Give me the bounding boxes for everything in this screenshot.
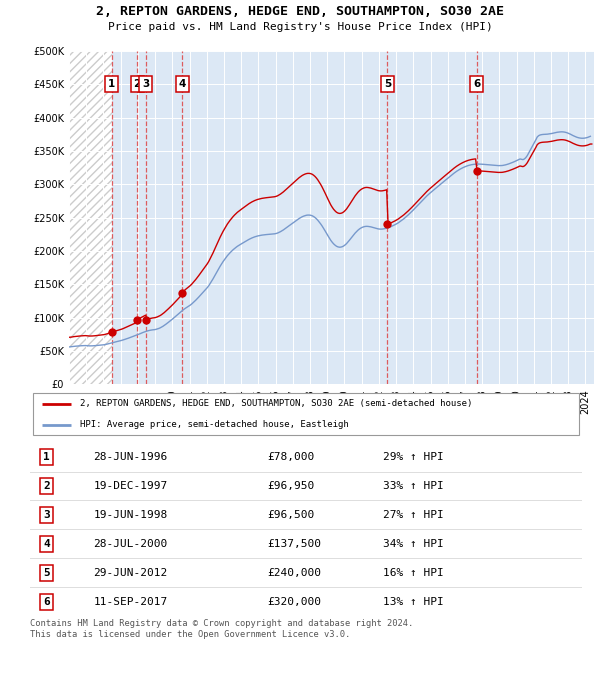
Text: 1: 1 (43, 452, 50, 462)
Text: 29-JUN-2012: 29-JUN-2012 (94, 568, 168, 578)
Text: 27% ↑ HPI: 27% ↑ HPI (383, 510, 444, 520)
Text: 1: 1 (108, 80, 115, 89)
Text: 2: 2 (134, 80, 141, 89)
Text: 6: 6 (43, 596, 50, 607)
Text: 29% ↑ HPI: 29% ↑ HPI (383, 452, 444, 462)
Text: Contains HM Land Registry data © Crown copyright and database right 2024.
This d: Contains HM Land Registry data © Crown c… (30, 619, 413, 639)
Text: 6: 6 (473, 80, 481, 89)
Text: 19-DEC-1997: 19-DEC-1997 (94, 481, 168, 491)
Text: Price paid vs. HM Land Registry's House Price Index (HPI): Price paid vs. HM Land Registry's House … (107, 22, 493, 33)
Text: £240,000: £240,000 (268, 568, 322, 578)
Text: 28-JUN-1996: 28-JUN-1996 (94, 452, 168, 462)
Text: 11-SEP-2017: 11-SEP-2017 (94, 596, 168, 607)
Text: 2, REPTON GARDENS, HEDGE END, SOUTHAMPTON, SO30 2AE: 2, REPTON GARDENS, HEDGE END, SOUTHAMPTO… (96, 5, 504, 18)
Text: £137,500: £137,500 (268, 539, 322, 549)
Text: £96,500: £96,500 (268, 510, 314, 520)
Text: 13% ↑ HPI: 13% ↑ HPI (383, 596, 444, 607)
Text: 33% ↑ HPI: 33% ↑ HPI (383, 481, 444, 491)
Text: 5: 5 (384, 80, 391, 89)
Text: £78,000: £78,000 (268, 452, 314, 462)
Text: 3: 3 (43, 510, 50, 520)
Text: 34% ↑ HPI: 34% ↑ HPI (383, 539, 444, 549)
Text: 4: 4 (43, 539, 50, 549)
Text: £96,950: £96,950 (268, 481, 314, 491)
Bar (69, 51, 112, 384)
Text: 2, REPTON GARDENS, HEDGE END, SOUTHAMPTON, SO30 2AE (semi-detached house): 2, REPTON GARDENS, HEDGE END, SOUTHAMPTO… (80, 399, 472, 409)
Text: 2: 2 (43, 481, 50, 491)
Text: 16% ↑ HPI: 16% ↑ HPI (383, 568, 444, 578)
Text: 5: 5 (43, 568, 50, 578)
Text: £320,000: £320,000 (268, 596, 322, 607)
Text: 3: 3 (142, 80, 149, 89)
Text: HPI: Average price, semi-detached house, Eastleigh: HPI: Average price, semi-detached house,… (80, 420, 349, 429)
Text: 19-JUN-1998: 19-JUN-1998 (94, 510, 168, 520)
Text: 4: 4 (178, 80, 186, 89)
FancyBboxPatch shape (33, 393, 579, 435)
Text: 28-JUL-2000: 28-JUL-2000 (94, 539, 168, 549)
